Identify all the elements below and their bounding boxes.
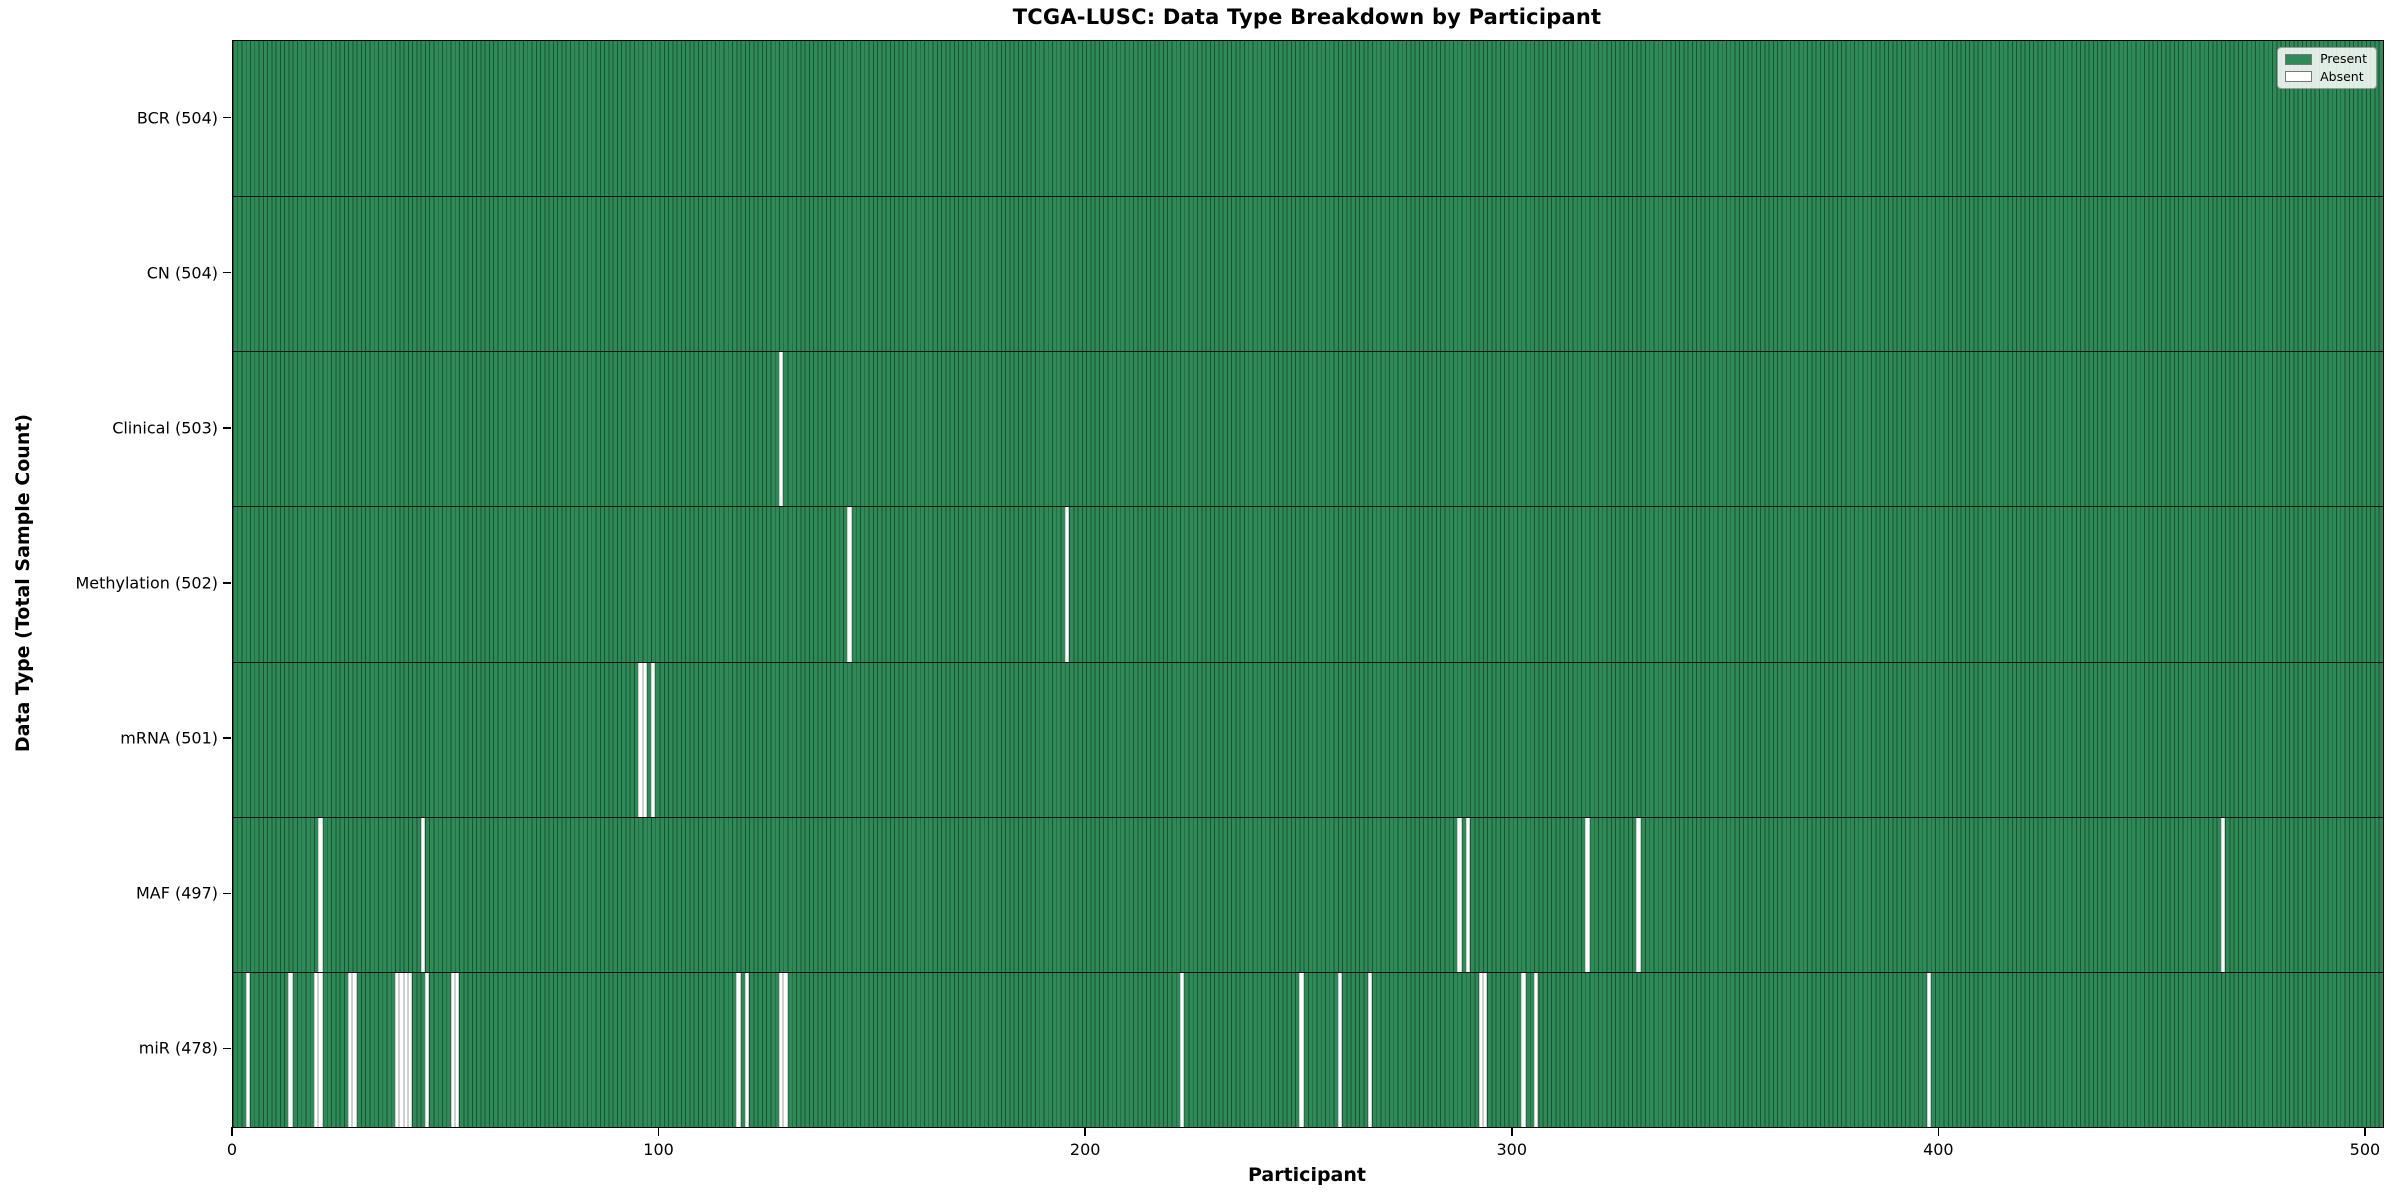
legend-label-absent: Absent [2320, 68, 2364, 84]
absent-gap-miR-40 [403, 972, 408, 1127]
absent-gap-Methylation-195 [1064, 507, 1070, 662]
absent-gap-miR-129 [783, 972, 788, 1127]
absent-gap-miR-27 [348, 972, 353, 1127]
absent-gap-MAF-287 [1457, 817, 1462, 972]
y-tick-mark [223, 1047, 231, 1050]
legend: Present Absent [2277, 47, 2377, 89]
absent-gap-miR-128 [779, 972, 784, 1127]
x-tick-label-100: 100 [643, 1140, 674, 1159]
row-CN [233, 196, 2383, 352]
present-swatch-icon [2285, 53, 2313, 65]
x-tick-label-400: 400 [1923, 1140, 1954, 1159]
y-tick-mark [223, 116, 231, 119]
absent-gap-miR-222 [1180, 972, 1185, 1127]
y-tick-mark [223, 737, 231, 739]
y-tick-mark [223, 892, 231, 895]
absent-gap-mRNA-95 [638, 662, 643, 817]
y-tick-label-mRNA: mRNA (501) [120, 728, 218, 748]
row-Methylation [233, 506, 2383, 662]
absent-gap-miR-397 [1926, 972, 1931, 1127]
absent-gap-miR-19 [314, 972, 319, 1127]
x-tick-mark [2364, 1127, 2366, 1136]
legend-label-present: Present [2320, 51, 2367, 66]
x-tick-mark [231, 1127, 233, 1136]
x-tick-label-300: 300 [1496, 1140, 1528, 1159]
absent-gap-miR-52 [454, 972, 460, 1127]
absent-gap-MAF-44 [420, 817, 425, 972]
absent-gap-mRNA-96 [642, 662, 647, 817]
absent-gap-miR-51 [450, 972, 455, 1127]
absent-gap-Clinical-128 [779, 352, 784, 507]
row-Clinical [233, 351, 2383, 507]
legend-item-absent: Absent [2285, 68, 2367, 84]
absent-gap-miR-20 [318, 972, 323, 1127]
plot-area: Present Absent [232, 40, 2384, 1128]
y-tick-label-miR: miR (478) [138, 1038, 218, 1058]
x-tick-label-0: 0 [226, 1140, 238, 1159]
y-tick-label-BCR: BCR (504) [136, 108, 218, 128]
absent-gap-miR-28 [352, 972, 357, 1127]
x-axis-label: Participant [1247, 1164, 1366, 1186]
absent-gap-miR-39 [399, 972, 404, 1127]
y-tick-label-MAF: MAF (497) [135, 883, 218, 903]
y-tick-mark [223, 271, 231, 274]
y-tick-label-Clinical: Clinical (503) [112, 418, 218, 438]
absent-gap-mRNA-98 [651, 662, 656, 817]
absent-gap-MAF-466 [2220, 817, 2226, 972]
absent-gap-miR-305 [1534, 972, 1539, 1127]
absent-gap-miR-3 [245, 972, 251, 1127]
absent-gap-miR-13 [288, 972, 293, 1127]
absent-gap-miR-118 [736, 972, 741, 1127]
x-tick-mark [1937, 1127, 1940, 1136]
legend-item-present: Present [2285, 51, 2367, 66]
row-MAF [233, 816, 2383, 972]
absent-gap-miR-120 [744, 972, 750, 1127]
absent-gap-miR-302 [1521, 972, 1526, 1127]
absent-gap-miR-250 [1299, 972, 1304, 1127]
absent-gap-miR-259 [1337, 972, 1343, 1127]
absent-gap-MAF-329 [1636, 817, 1641, 972]
x-tick-label-500: 500 [2349, 1140, 2381, 1159]
absent-gap-Methylation-144 [847, 507, 852, 662]
absent-gap-MAF-20 [318, 817, 323, 972]
y-tick-mark [223, 582, 231, 584]
absent-gap-MAF-289 [1465, 817, 1471, 972]
absent-gap-MAF-317 [1585, 817, 1590, 972]
x-tick-mark [1511, 1127, 1513, 1136]
y-tick-label-Methylation: Methylation (502) [75, 573, 218, 593]
y-tick-label-CN: CN (504) [146, 263, 218, 283]
absent-swatch-icon [2285, 71, 2313, 83]
y-tick-mark [223, 427, 231, 429]
x-tick-label-200: 200 [1069, 1140, 1101, 1159]
x-tick-mark [1084, 1127, 1086, 1136]
absent-gap-miR-292 [1478, 972, 1483, 1127]
absent-gap-miR-293 [1482, 972, 1488, 1127]
x-tick-mark [657, 1127, 660, 1136]
absent-gap-miR-41 [407, 972, 413, 1127]
row-miR [233, 971, 2383, 1127]
chart-title: TCGA-LUSC: Data Type Breakdown by Partic… [1012, 5, 1602, 29]
absent-gap-miR-45 [424, 972, 430, 1127]
row-mRNA [233, 661, 2383, 817]
absent-gap-miR-38 [395, 972, 400, 1127]
row-BCR [233, 41, 2383, 197]
absent-gap-miR-266 [1367, 972, 1372, 1127]
